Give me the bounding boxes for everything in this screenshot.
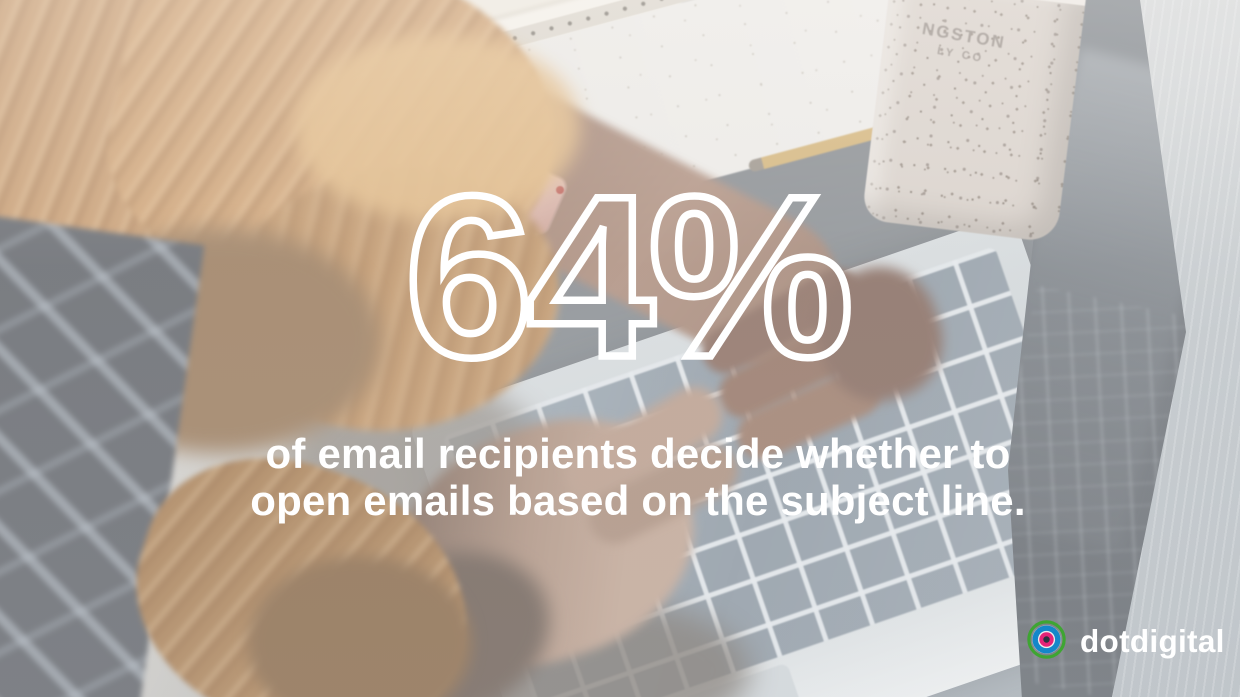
sweater-cuff-fold xyxy=(248,556,472,697)
logo-wordmark: dotdigital xyxy=(1080,622,1225,659)
caption-line-2: open emails based on the subject line. xyxy=(250,477,1026,525)
sweater-highlight xyxy=(295,35,580,220)
dotdigital-logo: dotdigital xyxy=(1026,619,1225,665)
statistic-caption: of email recipients decide whether to op… xyxy=(18,430,1240,524)
watch-crown xyxy=(556,186,564,194)
statistic-headline: 64% xyxy=(401,148,857,405)
dotdigital-target-icon xyxy=(1026,619,1067,665)
caption-line-1: of email recipients decide whether to xyxy=(265,430,1011,477)
